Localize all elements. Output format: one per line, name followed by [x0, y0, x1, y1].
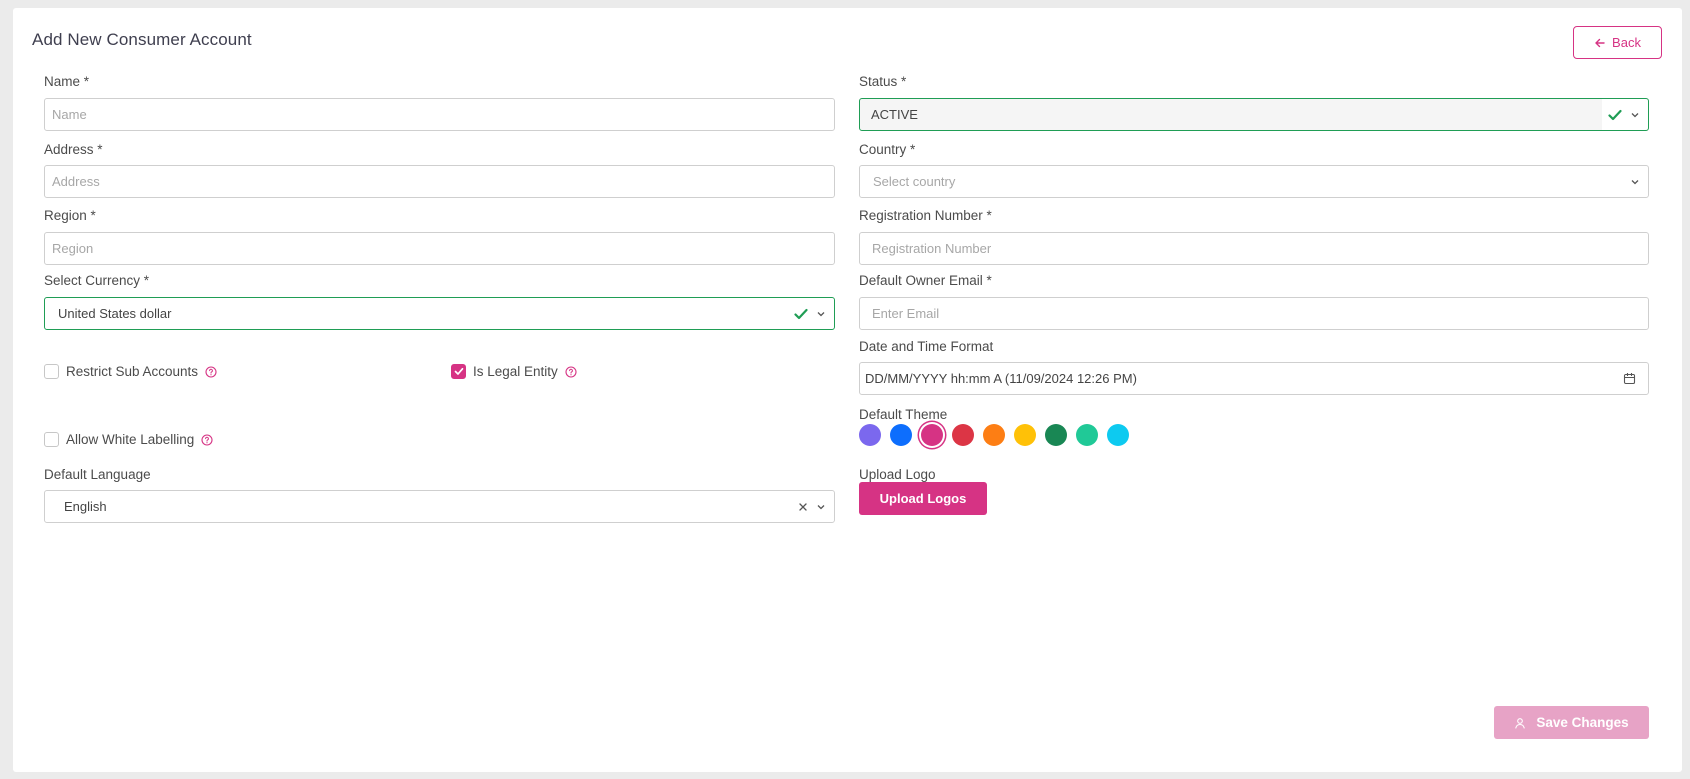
language-value: English [64, 499, 107, 514]
theme-swatches [859, 424, 1129, 446]
theme-color-swatch[interactable] [890, 424, 912, 446]
currency-label: Select Currency * [44, 273, 150, 288]
name-label: Name * [44, 74, 90, 89]
form-card: Add New Consumer Account Back Name * Add… [13, 8, 1682, 772]
owner-email-label: Default Owner Email * [859, 273, 992, 288]
registration-input[interactable] [860, 233, 1648, 264]
back-button[interactable]: Back [1573, 26, 1662, 59]
region-field-wrap [44, 232, 835, 265]
checkmark-icon [454, 367, 463, 375]
theme-color-swatch[interactable] [983, 424, 1005, 446]
date-format-value: DD/MM/YYYY hh:mm A (11/09/2024 12:26 PM) [865, 371, 1137, 386]
help-circle-icon[interactable] [205, 365, 217, 378]
arrow-left-icon [1595, 38, 1605, 47]
region-input[interactable] [45, 233, 834, 264]
clear-icon[interactable] [798, 502, 808, 512]
help-circle-icon[interactable] [201, 433, 213, 446]
registration-field-wrap [859, 232, 1649, 265]
allow-white-labelling-checkbox[interactable] [44, 432, 59, 447]
name-input[interactable] [45, 99, 834, 130]
upload-logo-label: Upload Logo [859, 467, 936, 482]
registration-label: Registration Number * [859, 208, 992, 223]
theme-color-swatch[interactable] [1045, 424, 1067, 446]
theme-color-swatch[interactable] [1014, 424, 1036, 446]
allow-white-labelling-row[interactable]: Allow White Labelling [44, 432, 213, 447]
user-icon [1515, 717, 1526, 729]
restrict-sub-accounts-row[interactable]: Restrict Sub Accounts [44, 364, 217, 379]
country-label: Country * [859, 142, 916, 157]
is-legal-entity-row[interactable]: Is Legal Entity [451, 364, 577, 379]
status-value: ACTIVE [871, 107, 918, 122]
check-icon [794, 308, 808, 319]
theme-color-swatch[interactable] [952, 424, 974, 446]
save-changes-label: Save Changes [1536, 715, 1629, 730]
allow-white-labelling-label: Allow White Labelling [66, 432, 195, 447]
region-label: Region * [44, 208, 96, 223]
upload-logos-button[interactable]: Upload Logos [859, 482, 987, 515]
restrict-sub-accounts-checkbox[interactable] [44, 364, 59, 379]
currency-select[interactable]: United States dollar [44, 297, 835, 330]
currency-value: United States dollar [58, 306, 172, 321]
date-format-field[interactable]: DD/MM/YYYY hh:mm A (11/09/2024 12:26 PM) [859, 362, 1649, 395]
chevron-down-icon [1631, 112, 1639, 117]
chevron-down-icon [817, 311, 825, 316]
restrict-sub-accounts-label: Restrict Sub Accounts [66, 364, 199, 379]
theme-label: Default Theme [859, 407, 948, 422]
is-legal-entity-label: Is Legal Entity [473, 364, 558, 379]
is-legal-entity-checkbox[interactable] [451, 364, 466, 379]
theme-color-swatch[interactable] [1107, 424, 1129, 446]
page-title: Add New Consumer Account [32, 30, 252, 49]
chevron-down-icon [1631, 179, 1639, 184]
calendar-icon[interactable] [1623, 372, 1636, 385]
check-icon [1608, 109, 1622, 120]
status-label: Status * [859, 74, 907, 89]
theme-color-swatch[interactable] [921, 424, 943, 446]
country-placeholder: Select country [873, 174, 956, 189]
save-changes-button[interactable]: Save Changes [1494, 706, 1649, 739]
owner-email-input[interactable] [860, 298, 1648, 329]
date-format-label: Date and Time Format [859, 339, 994, 354]
chevron-down-icon [817, 504, 825, 509]
language-label: Default Language [44, 467, 151, 482]
address-label: Address * [44, 142, 103, 157]
owner-email-field-wrap [859, 297, 1649, 330]
language-select[interactable]: English [44, 490, 835, 523]
address-input[interactable] [45, 166, 834, 197]
name-field-wrap [44, 98, 835, 131]
help-circle-icon[interactable] [565, 365, 577, 378]
theme-color-swatch[interactable] [859, 424, 881, 446]
status-select[interactable]: ACTIVE [859, 98, 1649, 131]
theme-color-swatch[interactable] [1076, 424, 1098, 446]
address-field-wrap [44, 165, 835, 198]
back-label: Back [1612, 35, 1641, 50]
country-select[interactable]: Select country [859, 165, 1649, 198]
